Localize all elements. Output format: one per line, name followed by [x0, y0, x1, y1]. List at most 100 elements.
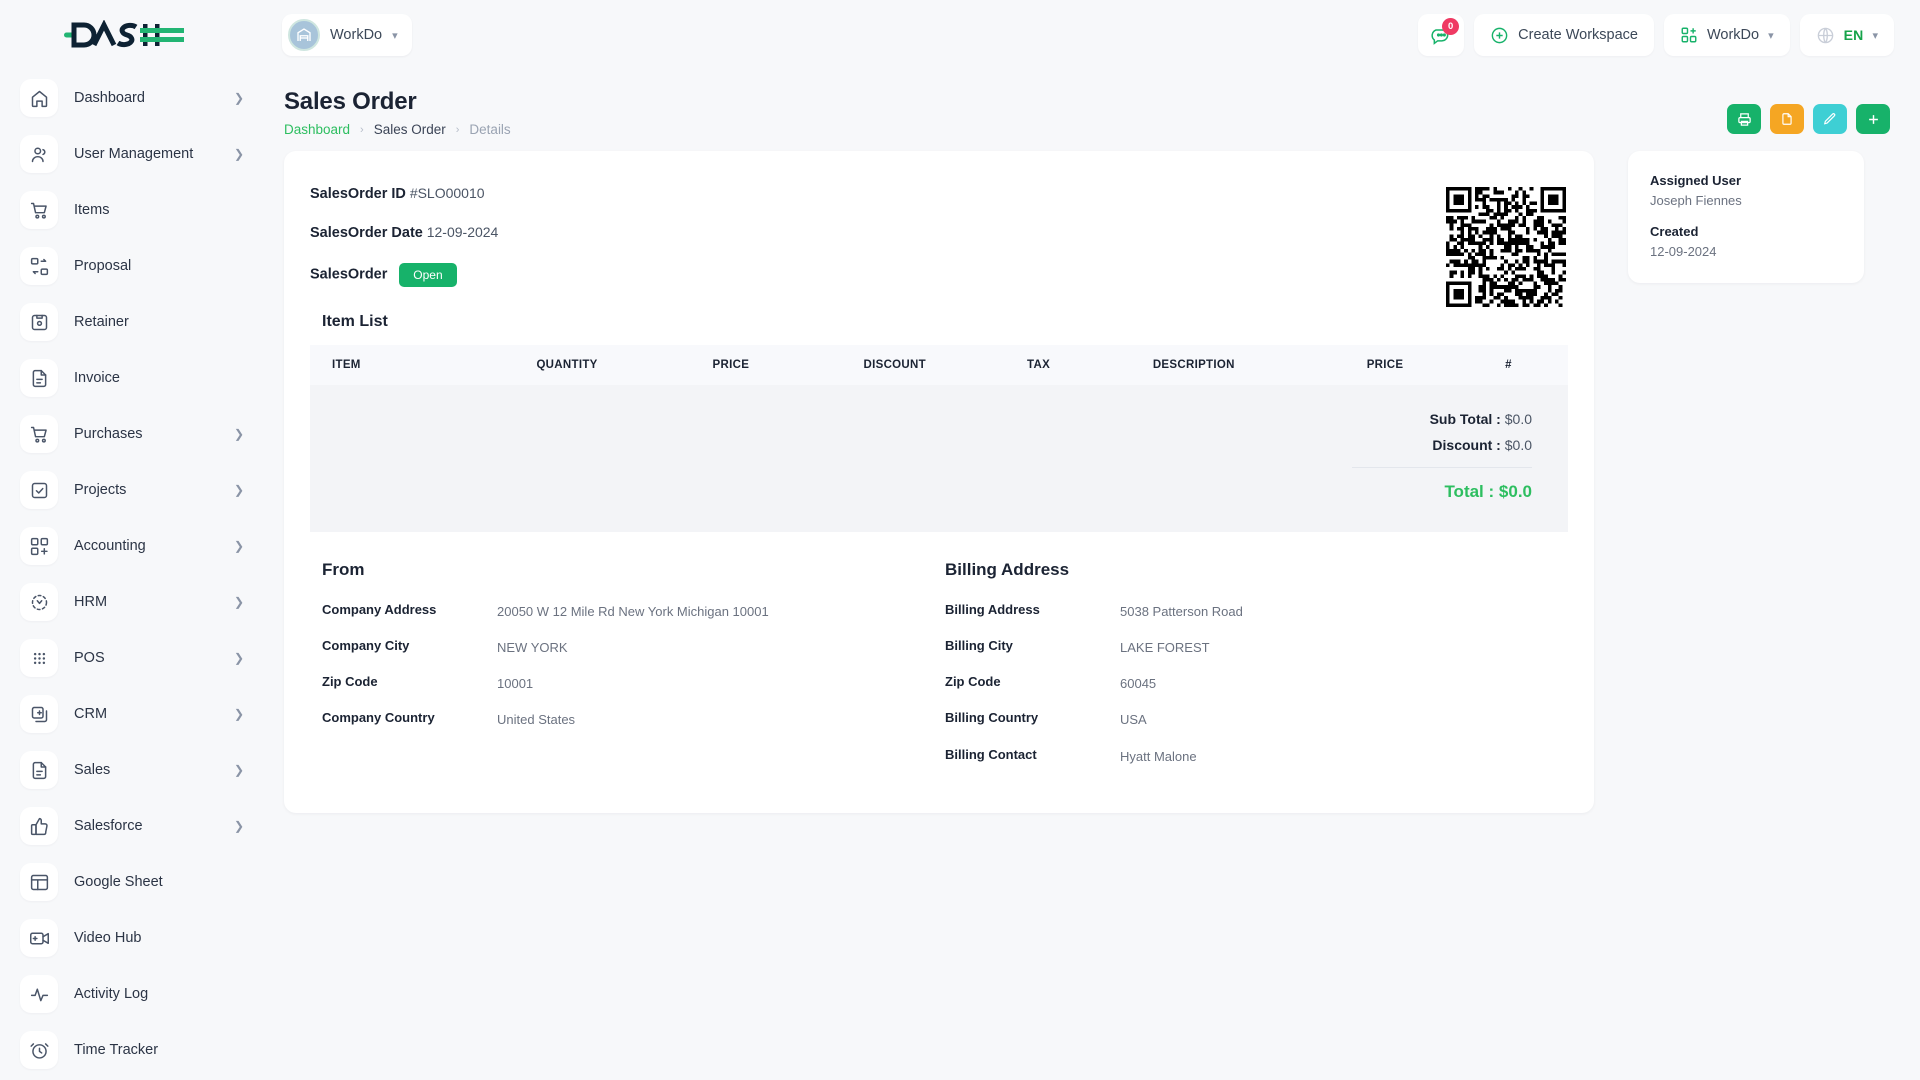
sidebar-item-sales[interactable]: Sales ❯	[0, 742, 270, 798]
salesorder-status-label: SalesOrder	[310, 266, 388, 283]
add-button[interactable]	[1856, 104, 1890, 134]
workspace-switcher[interactable]: WorkDo ▾	[282, 14, 412, 56]
alarm-clock-icon	[20, 1031, 58, 1069]
chevron-down-icon: ▾	[1768, 29, 1774, 42]
sidebar-item-label: Items	[74, 202, 110, 218]
print-button[interactable]	[1727, 104, 1761, 134]
field-value: 20050 W 12 Mile Rd New York Michigan 100…	[497, 604, 769, 619]
sidebar-item-activity-log[interactable]: Activity Log	[0, 966, 270, 1022]
page-action-buttons	[1727, 88, 1890, 134]
globe-icon	[1817, 27, 1833, 43]
chevron-right-icon: ❯	[233, 763, 244, 777]
discount-row: Discount : $0.0	[310, 437, 1532, 453]
billing-field: Billing City LAKE FOREST	[945, 638, 1568, 658]
sidebar-item-projects[interactable]: Projects ❯	[0, 462, 270, 518]
field-value: LAKE FOREST	[1120, 640, 1210, 656]
chevron-right-icon: ›	[455, 123, 460, 136]
pencil-icon	[1823, 113, 1836, 125]
breadcrumb-details: Details	[469, 122, 511, 137]
sidebar-item-label: Proposal	[74, 258, 132, 274]
sidebar-navigation[interactable]: Dashboard ❯ User Management ❯ Items Proposal R…	[0, 70, 270, 1080]
sidebar-item-label: Video Hub	[74, 930, 142, 946]
layers-plus-icon	[20, 695, 58, 733]
sidebar-item-label: Sales	[74, 762, 111, 778]
messages-badge: 0	[1442, 18, 1460, 35]
sub-total-row: Sub Total : $0.0	[310, 411, 1532, 427]
messages-button[interactable]: 0	[1418, 14, 1465, 56]
sidebar-item-retainer[interactable]: Retainer	[0, 294, 270, 350]
language-label: EN	[1843, 27, 1864, 43]
sidebar-item-google-sheet[interactable]: Google Sheet	[0, 854, 270, 910]
app-logo[interactable]	[0, 0, 270, 70]
pdf-button[interactable]	[1770, 104, 1804, 134]
column-header-description: DESCRIPTION	[1152, 345, 1367, 385]
activity-icon	[20, 975, 58, 1013]
from-field: Company Address 20050 W 12 Mile Rd New Yo…	[322, 602, 945, 622]
sidebar-item-label: Invoice	[74, 370, 120, 386]
thumbs-up-icon	[20, 807, 58, 845]
chevron-right-icon: ❯	[233, 707, 244, 721]
sidebar-item-purchases[interactable]: Purchases ❯	[0, 406, 270, 462]
sidebar-item-items[interactable]: Items	[0, 182, 270, 238]
plus-icon	[1868, 114, 1878, 124]
sidebar-item-hrm[interactable]: HRM ❯	[0, 574, 270, 630]
column-header-discount: DISCOUNT	[863, 345, 1028, 385]
column-header-: #	[1505, 345, 1568, 385]
create-workspace-button[interactable]: Create Workspace	[1474, 14, 1654, 56]
chevron-down-icon: ▾	[392, 29, 398, 42]
salesorder-date-label: SalesOrder Date	[310, 225, 423, 241]
language-selector[interactable]: EN ▾	[1799, 14, 1894, 56]
table-header-row: ITEM QUANTITY PRICE DISCOUNT TAX DESCRIPTION P…	[310, 345, 1568, 385]
field-value: United States	[497, 712, 576, 728]
grid-plus-icon	[20, 527, 58, 565]
field-value: 10001	[497, 676, 534, 692]
item-list-table: ITEM QUANTITY PRICE DISCOUNT TAX DESCRIPTION P…	[310, 345, 1568, 532]
printer-icon	[1737, 112, 1751, 126]
breadcrumb-sales-order[interactable]: Sales Order	[373, 122, 446, 137]
sidebar-item-time-tracker[interactable]: Time Tracker	[0, 1022, 270, 1078]
header-actions: 0 Create Workspace WorkDo ▾ EN ▾	[1418, 14, 1920, 56]
edit-button[interactable]	[1813, 104, 1847, 134]
chevron-right-icon: ❯	[233, 539, 244, 553]
users-icon	[20, 135, 58, 173]
sidebar-item-salesforce[interactable]: Salesforce ❯	[0, 798, 270, 854]
chevron-right-icon: ❯	[233, 91, 244, 105]
cart-icon	[20, 415, 58, 453]
page-header: Sales Order Dashboard › Sales Order › De…	[270, 70, 1920, 137]
sidebar-item-label: User Management	[74, 146, 194, 162]
from-heading: From	[322, 560, 365, 579]
billing-field: Zip Code 60045	[945, 674, 1568, 694]
field-value: 5038 Patterson Road	[1120, 604, 1243, 619]
workspace-menu-label: WorkDo	[1706, 27, 1760, 43]
field-value: 60045	[1120, 676, 1157, 692]
sidebar-item-user-management[interactable]: User Management ❯	[0, 126, 270, 182]
workspace-menu-button[interactable]: WorkDo ▾	[1663, 14, 1790, 56]
breadcrumb-dashboard[interactable]: Dashboard	[284, 122, 351, 137]
sidebar-item-pos[interactable]: POS ❯	[0, 630, 270, 686]
dash-logo-icon	[64, 20, 184, 48]
target-icon	[20, 583, 58, 621]
sidebar-item-invoice[interactable]: Invoice	[0, 350, 270, 406]
sub-total-label: Sub Total :	[1429, 411, 1501, 427]
chevron-right-icon: ›	[360, 123, 364, 136]
status-badge: Open	[399, 263, 457, 287]
from-field: Company Country United States	[322, 710, 945, 730]
sidebar-item-accounting[interactable]: Accounting ❯	[0, 518, 270, 574]
total-label: Total :	[1444, 482, 1495, 501]
sidebar-item-label: Google Sheet	[74, 874, 163, 890]
from-field: Zip Code 10001	[322, 674, 945, 694]
qr-code-icon	[1446, 187, 1566, 307]
sidebar-item-label: Projects	[74, 482, 127, 498]
column-header-tax: TAX	[1027, 345, 1153, 385]
sidebar-item-crm[interactable]: CRM ❯	[0, 686, 270, 742]
totals-divider	[1352, 467, 1532, 468]
grid-plus-icon	[1681, 27, 1697, 43]
sidebar-item-proposal[interactable]: Proposal	[0, 238, 270, 294]
file-text-icon	[20, 751, 58, 789]
sidebar-item-dashboard[interactable]: Dashboard ❯	[0, 70, 270, 126]
top-header: WorkDo ▾ 0 Create Workspace WorkDo ▾	[0, 0, 1920, 70]
discount-value: $0.0	[1504, 437, 1532, 453]
sidebar-item-label: Purchases	[74, 426, 143, 442]
sidebar-item-video-hub[interactable]: Video Hub	[0, 910, 270, 966]
column-header-quantity: QUANTITY	[536, 345, 713, 385]
